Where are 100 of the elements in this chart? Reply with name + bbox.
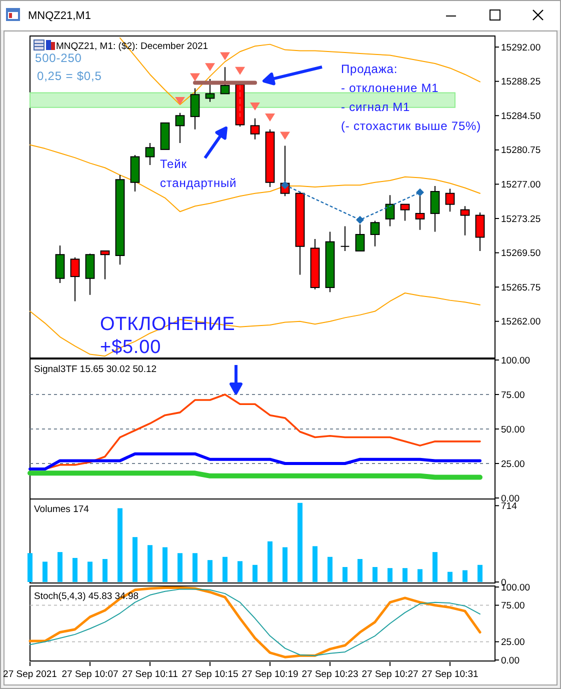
chart-title: MNQZ21,M1: [28, 10, 91, 22]
bar: [328, 556, 332, 582]
point: [235, 66, 245, 75]
y-tick-label: 15265.75: [501, 282, 541, 294]
y-tick-label: 50.00: [501, 424, 525, 436]
annotation: Продажа:: [341, 62, 398, 76]
bar: [432, 552, 438, 582]
point: [175, 97, 185, 105]
bar: [388, 568, 392, 582]
bar: [238, 561, 242, 582]
y-tick-label: 15292.00: [501, 42, 541, 54]
point: [250, 102, 260, 110]
point: [416, 188, 424, 196]
bar: [312, 546, 318, 582]
point: [190, 73, 200, 82]
bar: [478, 564, 482, 582]
text: Volumes 174: [34, 504, 89, 515]
bar: [268, 541, 272, 582]
x-tick-label: 27 Sep 10:11: [122, 669, 178, 680]
candlestick: [70, 256, 80, 302]
point: [280, 132, 290, 140]
bar: [358, 559, 362, 582]
point: [265, 113, 275, 122]
candlestick: [340, 226, 350, 252]
y-tick-label: 15288.25: [501, 76, 541, 88]
candlestick: [445, 188, 455, 212]
y-tick-label: 15277.00: [501, 180, 541, 191]
bar: [28, 553, 32, 582]
candlestick: [55, 244, 65, 284]
candlestick: [235, 84, 245, 128]
bar: [418, 569, 422, 582]
bar: [102, 559, 108, 582]
candlestick: [250, 118, 260, 140]
line-series: [30, 292, 480, 357]
annotation: 0,25 = $0,5: [37, 69, 102, 83]
candlestick: [175, 112, 185, 144]
bar: [342, 567, 348, 582]
candlestick: [400, 204, 410, 222]
candlestick: [355, 224, 365, 252]
candlestick: [190, 88, 200, 130]
bar: [88, 562, 92, 582]
x-tick-label: 27 Sep 10:31: [422, 669, 478, 680]
bar: [118, 508, 122, 582]
candlestick: [205, 78, 215, 102]
x-tick-label: 27 Sep 10:07: [62, 669, 118, 680]
candlestick: [460, 206, 470, 236]
bar: [192, 553, 198, 582]
x-tick-label: 27 Sep 2021: [3, 669, 57, 680]
x-tick-label: 27 Sep 10:19: [242, 669, 298, 680]
candlestick: [145, 142, 155, 166]
y-tick-label: 25.00: [501, 458, 525, 470]
candlestick: [385, 194, 395, 227]
point: [205, 63, 215, 72]
bar: [58, 552, 62, 582]
y-tick-label: 75.00: [501, 390, 525, 401]
y-tick-label: 25.00: [501, 637, 525, 648]
point: [281, 181, 289, 190]
line-series: [30, 144, 480, 212]
bar: [178, 553, 182, 582]
y-tick-label: 714: [501, 500, 517, 512]
annotation: 500-250: [35, 51, 82, 65]
y-tick-label: 15273.25: [501, 214, 541, 225]
candlestick: [475, 212, 485, 252]
bar: [208, 560, 212, 582]
y-tick-label: 15269.50: [501, 248, 541, 260]
candlestick: [85, 253, 95, 296]
candlestick: [430, 186, 440, 232]
x-tick-label: 27 Sep 10:23: [302, 669, 358, 680]
bar: [402, 568, 408, 582]
point: [220, 52, 230, 60]
bar: [282, 547, 288, 582]
bar: [132, 537, 138, 582]
annotation: - сигнал M1: [341, 100, 410, 114]
bar: [162, 547, 168, 582]
y-tick-label: 100.00: [501, 355, 530, 366]
bar: [462, 570, 468, 582]
bar: [42, 562, 48, 582]
bar: [372, 567, 378, 582]
annotation: (- стохастик выше 75%): [341, 119, 481, 133]
bar: [72, 558, 78, 582]
y-tick-label: 15280.75: [501, 145, 541, 156]
bar: [148, 545, 152, 582]
y-tick-label: 75.00: [501, 600, 525, 612]
line-series: [28, 452, 482, 471]
candlestick: [100, 250, 110, 280]
candlestick: [220, 66, 230, 94]
annotation: Тейк стандартный: [160, 157, 237, 190]
x-tick-label: 27 Sep 10:15: [182, 669, 238, 680]
chart-title: Signal3TF 15.65 30.02 50.12: [34, 364, 157, 375]
bar: [448, 572, 452, 582]
y-tick-label: 15284.50: [501, 110, 541, 122]
bar: [298, 502, 302, 582]
bar: [252, 564, 258, 582]
point: [356, 216, 364, 224]
bar: [222, 556, 228, 582]
x-tick-label: 27 Sep 10:27: [362, 669, 418, 680]
y-tick-label: 0.00: [501, 655, 520, 666]
candlestick: [370, 220, 380, 247]
annotation: - отклонение M1: [341, 81, 439, 95]
y-tick-label: 15262.00: [501, 316, 541, 328]
